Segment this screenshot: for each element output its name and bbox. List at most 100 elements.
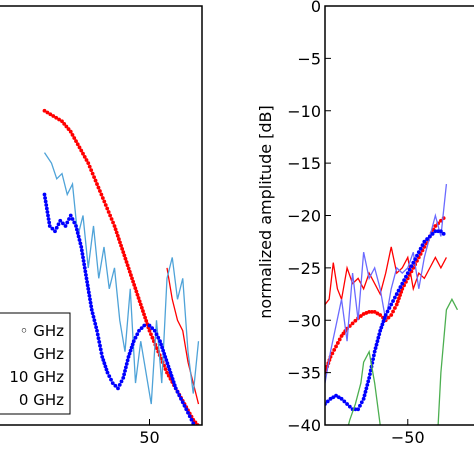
- series-point-3: [82, 262, 87, 267]
- series-point-3: [78, 241, 83, 246]
- series-point-0: [115, 233, 120, 238]
- series-point-3: [139, 326, 144, 331]
- series-point-3: [129, 345, 134, 350]
- series-point-3: [60, 221, 65, 226]
- series-point-3: [405, 271, 410, 276]
- series-point-3: [377, 332, 382, 337]
- series-point-0: [130, 276, 134, 281]
- series-point-0: [103, 203, 108, 207]
- series-point-3: [158, 339, 162, 344]
- series-point-3: [98, 343, 102, 348]
- series-point-0: [137, 299, 142, 304]
- series-point-3: [416, 250, 421, 255]
- series-point-3: [385, 309, 390, 314]
- series-point-0: [96, 185, 101, 190]
- series-point-3: [42, 192, 47, 197]
- series-point-0: [116, 237, 121, 241]
- y-tick-label: −5: [297, 49, 321, 68]
- series-point-3: [46, 217, 51, 221]
- series-point-3: [175, 389, 180, 394]
- series-point-3: [89, 307, 94, 312]
- series-point-3: [381, 319, 386, 324]
- series-point-3: [371, 357, 375, 362]
- series-point-3: [328, 396, 333, 401]
- series-point-3: [407, 267, 412, 272]
- series-point-3: [82, 265, 87, 270]
- series-point-0: [86, 161, 91, 166]
- series-point-3: [173, 386, 178, 391]
- series-line-4: [347, 349, 381, 425]
- series-point-3: [342, 399, 347, 404]
- series-point-3: [95, 328, 99, 333]
- series-point-3: [168, 370, 173, 375]
- series-line-5: [437, 297, 459, 425]
- series-point-0: [118, 240, 122, 245]
- series-point-0: [51, 114, 56, 118]
- series-point-3: [184, 407, 189, 412]
- series-point-0: [72, 136, 77, 140]
- series-point-3: [179, 396, 183, 401]
- series-point-3: [45, 210, 50, 214]
- series-point-0: [112, 224, 117, 228]
- legend-box: [0, 312, 71, 415]
- series-point-0: [109, 217, 114, 221]
- series-point-0: [125, 263, 130, 268]
- x-tick-label: −50: [391, 428, 425, 447]
- legend-label: 10 GHz: [9, 368, 64, 386]
- series-point-0: [133, 286, 138, 291]
- series-point-3: [365, 382, 370, 387]
- series-point-3: [135, 332, 140, 337]
- left-axes-frame: [0, 5, 203, 426]
- series-point-0: [81, 151, 85, 156]
- series-point-3: [107, 374, 112, 379]
- series-point-3: [87, 293, 92, 298]
- series-point-3: [372, 349, 377, 354]
- series-point-3: [376, 335, 381, 340]
- right-chart-panel: −50 0 −5 −10 −15 −20 −25 −30 −35 −40 normalized a…: [256, 0, 474, 447]
- series-point-3: [121, 375, 126, 380]
- series-point-0: [102, 199, 107, 204]
- series-point-0: [136, 296, 141, 300]
- series-point-3: [367, 375, 372, 380]
- series-point-3: [422, 239, 427, 244]
- series-point-0: [74, 139, 78, 144]
- series-point-3: [375, 339, 380, 344]
- series-point-0: [45, 110, 50, 115]
- series-point-3: [358, 403, 362, 408]
- series-line-2: [43, 152, 200, 405]
- series-point-0: [113, 227, 118, 232]
- series-point-3: [81, 255, 85, 260]
- series-point-3: [142, 323, 147, 328]
- series-point-0: [372, 309, 377, 314]
- series-point-3: [171, 380, 176, 384]
- series-point-3: [396, 288, 401, 293]
- series-point-0: [398, 293, 402, 298]
- series-line-1: [325, 246, 447, 305]
- series-point-3: [364, 386, 369, 391]
- series-point-3: [154, 332, 159, 337]
- series-point-0: [64, 124, 69, 129]
- series-point-0: [60, 119, 64, 124]
- series-point-3: [56, 222, 61, 227]
- series-point-3: [79, 248, 84, 253]
- series-point-3: [441, 231, 446, 236]
- series-point-0: [66, 127, 71, 131]
- series-point-0: [393, 306, 397, 310]
- series-point-3: [362, 393, 367, 398]
- series-point-3: [436, 229, 441, 234]
- series-point-0: [139, 305, 144, 310]
- series-point-3: [47, 220, 52, 225]
- series-point-3: [123, 368, 127, 373]
- series-point-3: [53, 229, 57, 234]
- series-point-0: [142, 312, 146, 317]
- series-point-3: [125, 358, 130, 363]
- series-point-3: [124, 361, 129, 366]
- series-point-0: [144, 319, 149, 323]
- series-point-3: [325, 399, 330, 404]
- series-point-3: [166, 364, 171, 369]
- series-point-0: [134, 289, 139, 294]
- series-point-0: [42, 108, 47, 113]
- series-point-3: [336, 395, 341, 400]
- series-point-3: [345, 402, 349, 406]
- series-point-3: [58, 218, 63, 223]
